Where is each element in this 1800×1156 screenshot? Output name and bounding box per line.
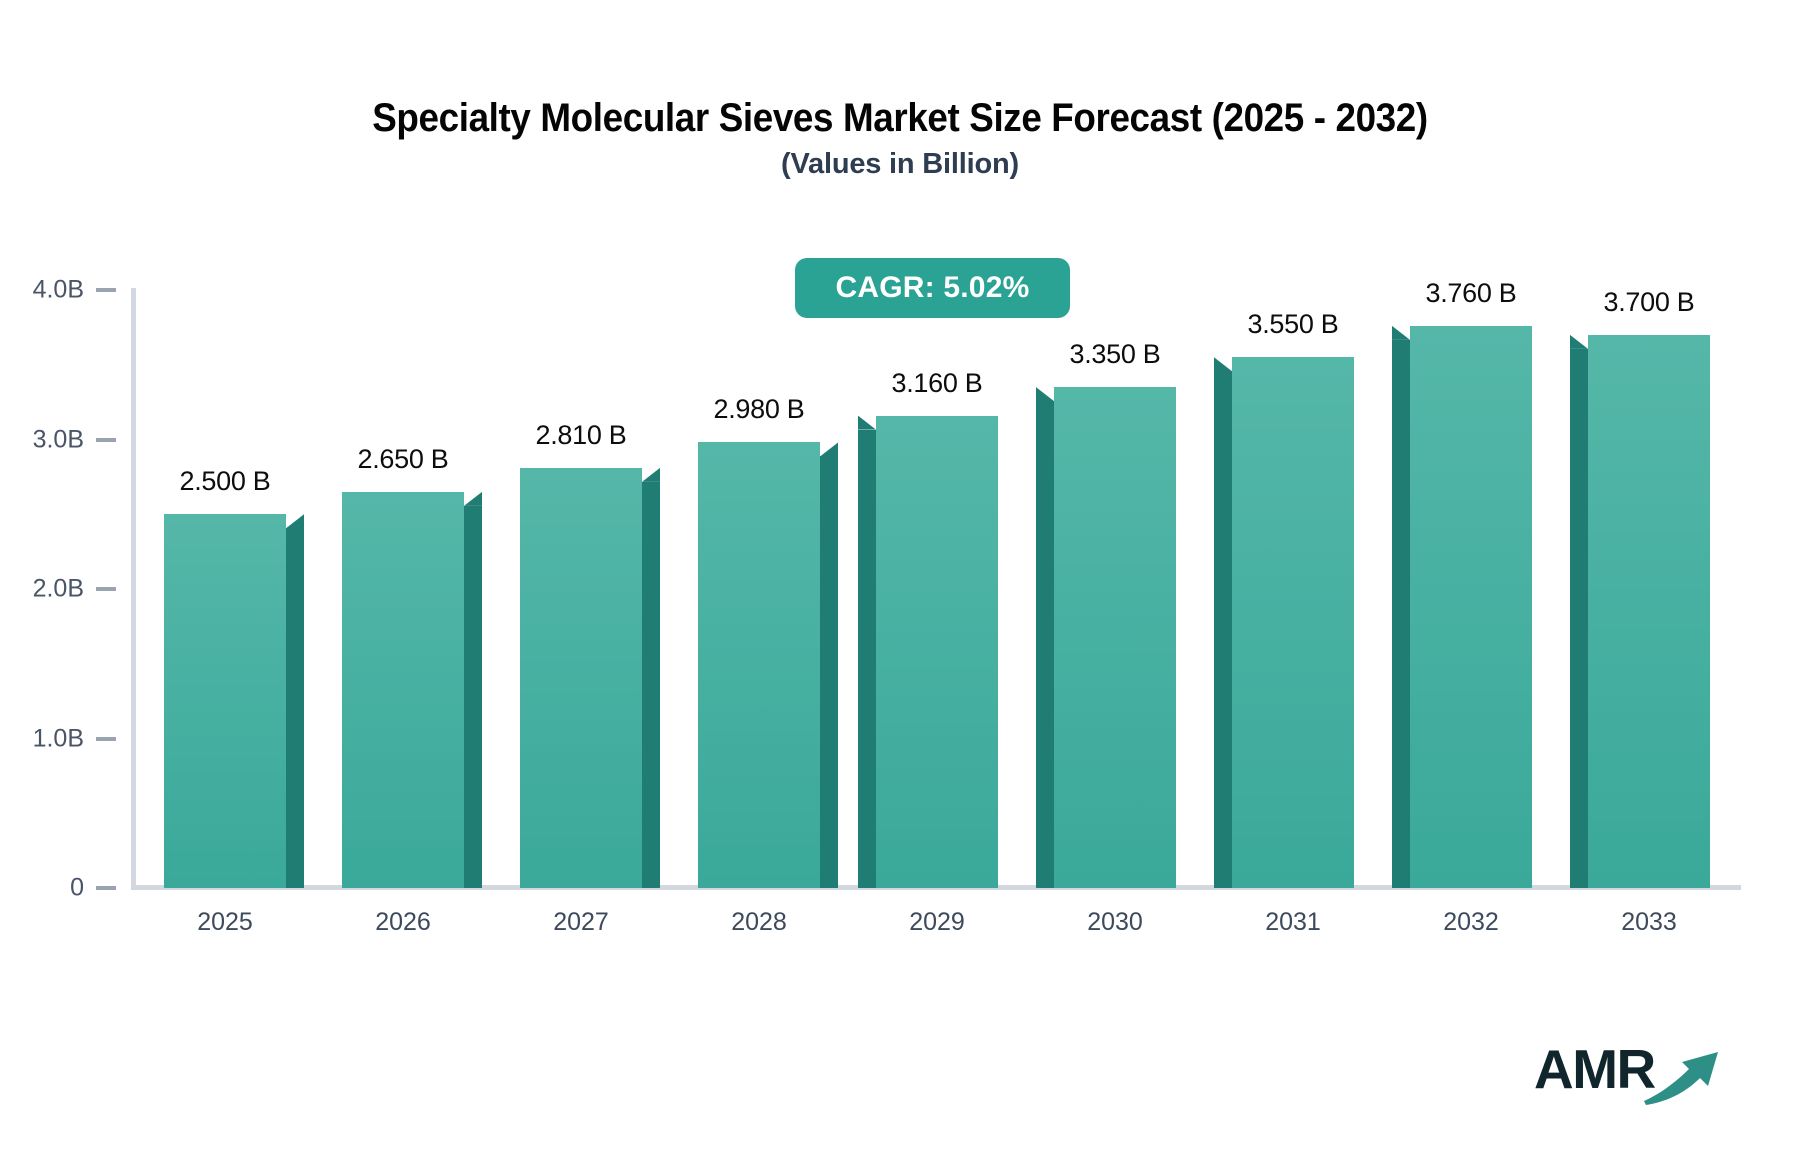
x-axis-label-2030: 2030	[1087, 908, 1143, 936]
bar-front-face	[876, 415, 998, 888]
bar-2029	[858, 415, 998, 888]
bar-front-face	[1410, 325, 1532, 888]
bar-front-face	[164, 514, 286, 888]
bar-value-label-2031: 3.550 B	[1247, 309, 1339, 340]
growth-arrow-icon	[1644, 1052, 1718, 1105]
amr-logo: AMR	[1534, 1038, 1724, 1110]
x-axis-label-2027: 2027	[553, 908, 609, 936]
y-tick-label-1: 3.0B	[32, 425, 84, 453]
bar-value-label-2032: 3.760 B	[1425, 277, 1517, 308]
bar-value-label-2026: 2.650 B	[357, 443, 449, 474]
bar-front-face	[520, 467, 642, 888]
bar-top-bevel	[286, 514, 304, 529]
bar-front-face	[342, 491, 464, 888]
x-axis-label-2032: 2032	[1443, 908, 1499, 936]
bar-side-face	[1036, 401, 1054, 888]
y-tick-mark-0	[96, 288, 116, 292]
y-tick-label-0: 4.0B	[32, 275, 84, 304]
chart-subtitle: (Values in Billion)	[781, 148, 1019, 180]
bar-2025	[164, 514, 304, 888]
bar-value-label-2030: 3.350 B	[1069, 339, 1161, 370]
bar-top-bevel	[642, 467, 660, 482]
bar-value-label-2033: 3.700 B	[1603, 286, 1695, 317]
bar-top-bevel	[820, 442, 838, 457]
bar-2031	[1214, 357, 1354, 888]
y-axis-line	[131, 288, 136, 889]
page-title: Specialty Molecular Sieves Market Size F…	[372, 96, 1428, 140]
x-axis-label-2026: 2026	[375, 908, 431, 936]
bar-side-face	[1570, 348, 1588, 888]
bar-value-label-2025: 2.500 B	[179, 466, 271, 497]
bar-top-bevel	[464, 491, 482, 506]
bar-2032	[1392, 325, 1532, 888]
bar-front-face	[1232, 357, 1354, 888]
bar-side-face	[286, 528, 304, 888]
bar-front-face	[1588, 334, 1710, 888]
y-tick-label-2: 2.0B	[32, 574, 84, 603]
bar-side-face	[1214, 371, 1232, 888]
bar-2027	[520, 467, 660, 888]
y-tick-mark-1	[96, 437, 116, 442]
x-axis-label-2033: 2033	[1621, 908, 1677, 936]
bar-2028	[698, 442, 838, 888]
bar-side-face	[858, 429, 876, 888]
bar-value-label-2028: 2.980 B	[713, 394, 805, 425]
x-axis-label-2025: 2025	[197, 908, 253, 936]
x-axis-label-2029: 2029	[909, 908, 965, 936]
bar-side-face	[820, 456, 838, 888]
x-axis-label-2028: 2028	[731, 908, 787, 936]
y-tick-mark-4	[96, 886, 116, 890]
bar-2030	[1036, 387, 1176, 888]
bar-value-label-2029: 3.160 B	[891, 367, 983, 398]
cagr-badge: CAGR: 5.02%	[795, 258, 1070, 318]
y-tick-label-3: 1.0B	[32, 724, 84, 752]
bar-front-face	[698, 442, 820, 888]
bar-top-bevel	[1570, 334, 1588, 349]
x-axis-label-2031: 2031	[1265, 908, 1321, 936]
amr-logo-text: AMR	[1534, 1038, 1656, 1100]
bar-front-face	[1054, 387, 1176, 888]
bar-side-face	[642, 481, 660, 888]
bar-value-label-2027: 2.810 B	[535, 419, 627, 450]
y-tick-mark-2	[96, 587, 116, 591]
bar-side-face	[1392, 339, 1410, 888]
bar-2033	[1570, 334, 1710, 888]
bar-2026	[342, 491, 482, 888]
cagr-badge-label: CAGR: 5.02%	[835, 271, 1030, 304]
y-tick-label-4: 0	[70, 873, 84, 902]
y-tick-mark-3	[96, 736, 116, 741]
bar-side-face	[464, 505, 482, 888]
